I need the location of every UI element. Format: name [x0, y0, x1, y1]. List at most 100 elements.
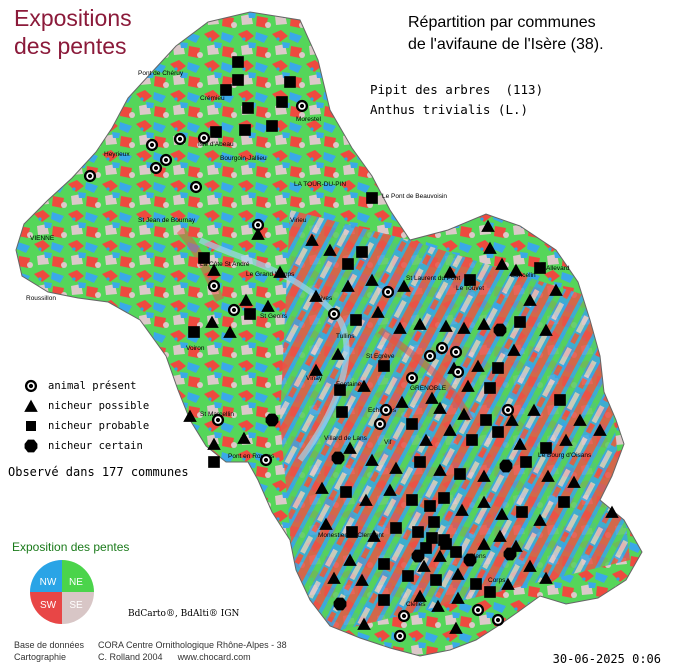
marker-certain — [331, 451, 345, 465]
marker-present — [83, 169, 97, 183]
marker-probable — [470, 578, 482, 590]
marker-present — [327, 307, 341, 321]
department-border — [15, 11, 643, 657]
marker-present — [501, 403, 515, 417]
place-label: Tullins — [336, 333, 355, 340]
marker-certain — [499, 459, 513, 473]
place-label: Vif — [384, 439, 392, 446]
marker-probable — [516, 506, 528, 518]
place-label: VIENNE — [30, 235, 55, 242]
repartition-line1: Répartition par communes — [408, 14, 596, 31]
marker-present — [491, 613, 505, 627]
exposition-title: Exposition des pentes — [12, 540, 130, 554]
observed-count: Observé dans 177 communes — [6, 464, 191, 480]
marker-probable — [334, 384, 346, 396]
place-label: Le Touvet — [456, 285, 484, 292]
place-label: St Egrève — [366, 353, 395, 360]
marker-probable — [424, 500, 436, 512]
marker-certain — [493, 323, 507, 337]
place-label: Pont en Royans — [228, 453, 275, 460]
place-label: Fontaine — [336, 381, 362, 388]
place-label: Allevard — [546, 265, 570, 272]
place-label: Villard de Lans — [324, 435, 368, 442]
place-label: LA TOUR-DU-PIN — [294, 181, 346, 188]
place-label: Bourgoin-Jallieu — [220, 155, 267, 162]
marker-probable — [266, 120, 278, 132]
footer: Base de données CORA Centre Ornithologiqu… — [14, 639, 287, 663]
place-label: Heyrieux — [104, 151, 130, 158]
marker-present — [189, 180, 203, 194]
nicheur-possible-icon — [24, 399, 38, 412]
footer-base-label: Base de données — [14, 640, 85, 650]
place-label: Mens — [470, 553, 487, 560]
marker-probable — [350, 314, 362, 326]
marker-certain — [411, 549, 425, 563]
exposition-compass: NW NE SW SE — [30, 560, 94, 624]
marker-probable — [242, 102, 254, 114]
marker-probable — [438, 534, 450, 546]
marker-probable — [414, 456, 426, 468]
place-label: Morestel — [296, 116, 321, 123]
compass-nw-label: NW — [40, 577, 57, 588]
marker-present — [145, 138, 159, 152]
species-common-name: Pipit des arbres (113) — [370, 82, 544, 97]
marker-present — [373, 417, 387, 431]
place-label: St Geoirs — [260, 313, 288, 320]
marker-certain — [463, 553, 477, 567]
marker-probable — [558, 496, 570, 508]
map-title-line1: Expositions — [14, 5, 132, 31]
legend: animal présent nicheur possible nicheur … — [22, 376, 149, 456]
marker-probable — [540, 442, 552, 454]
marker-present — [227, 303, 241, 317]
footer-site: www.chocard.com — [177, 652, 251, 662]
marker-probable — [406, 418, 418, 430]
marker-present — [295, 99, 309, 113]
marker-probable — [366, 192, 378, 204]
marker-probable — [340, 486, 352, 498]
place-label: Le Bourg d'Oisans — [538, 452, 592, 459]
repartition-line2: de l'avifaune de l'Isère (38). — [408, 36, 604, 53]
marker-probable — [554, 394, 566, 406]
marker-present — [423, 349, 437, 363]
marker-probable — [208, 456, 220, 468]
marker-probable — [406, 494, 418, 506]
marker-probable — [464, 274, 476, 286]
marker-probable — [520, 456, 532, 468]
marker-probable — [450, 546, 462, 558]
marker-probable — [210, 126, 222, 138]
marker-certain — [265, 413, 279, 427]
marker-probable — [232, 74, 244, 86]
species-latin-name: Anthus trivialis (L.) — [370, 102, 529, 117]
marker-probable — [220, 84, 232, 96]
marker-present — [405, 371, 419, 385]
place-label: Le Grand Lemps — [246, 271, 295, 278]
compass-ne-label: NE — [69, 577, 83, 588]
map-title: Expositions des pentes — [14, 4, 132, 60]
marker-present — [397, 609, 411, 623]
legend-probable-label: nicheur probable — [48, 420, 150, 432]
marker-probable — [438, 492, 450, 504]
marker-probable — [198, 252, 210, 264]
legend-row-possible: nicheur possible — [22, 396, 149, 416]
place-label: Isle d'Abeau — [198, 141, 234, 148]
legend-row-probable: nicheur probable — [22, 416, 149, 436]
marker-probable — [378, 594, 390, 606]
legend-row-certain: nicheur certain — [22, 436, 149, 456]
marker-present — [471, 603, 485, 617]
map-title-line2: des pentes — [14, 33, 127, 59]
marker-probable — [356, 246, 368, 258]
place-label: La Côte St André — [200, 261, 250, 268]
marker-probable — [412, 526, 424, 538]
marker-present — [259, 453, 273, 467]
place-label: Pont de Chéruy — [138, 70, 184, 77]
place-label: Corps — [488, 577, 506, 584]
place-label: Roussillon — [26, 295, 56, 302]
marker-probable — [188, 326, 200, 338]
marker-probable — [484, 382, 496, 394]
marker-probable — [534, 262, 546, 274]
place-label: GRENOBLE — [410, 385, 447, 392]
marker-present — [379, 403, 393, 417]
place-label: Goncelin — [510, 272, 536, 279]
marker-probable — [428, 516, 440, 528]
